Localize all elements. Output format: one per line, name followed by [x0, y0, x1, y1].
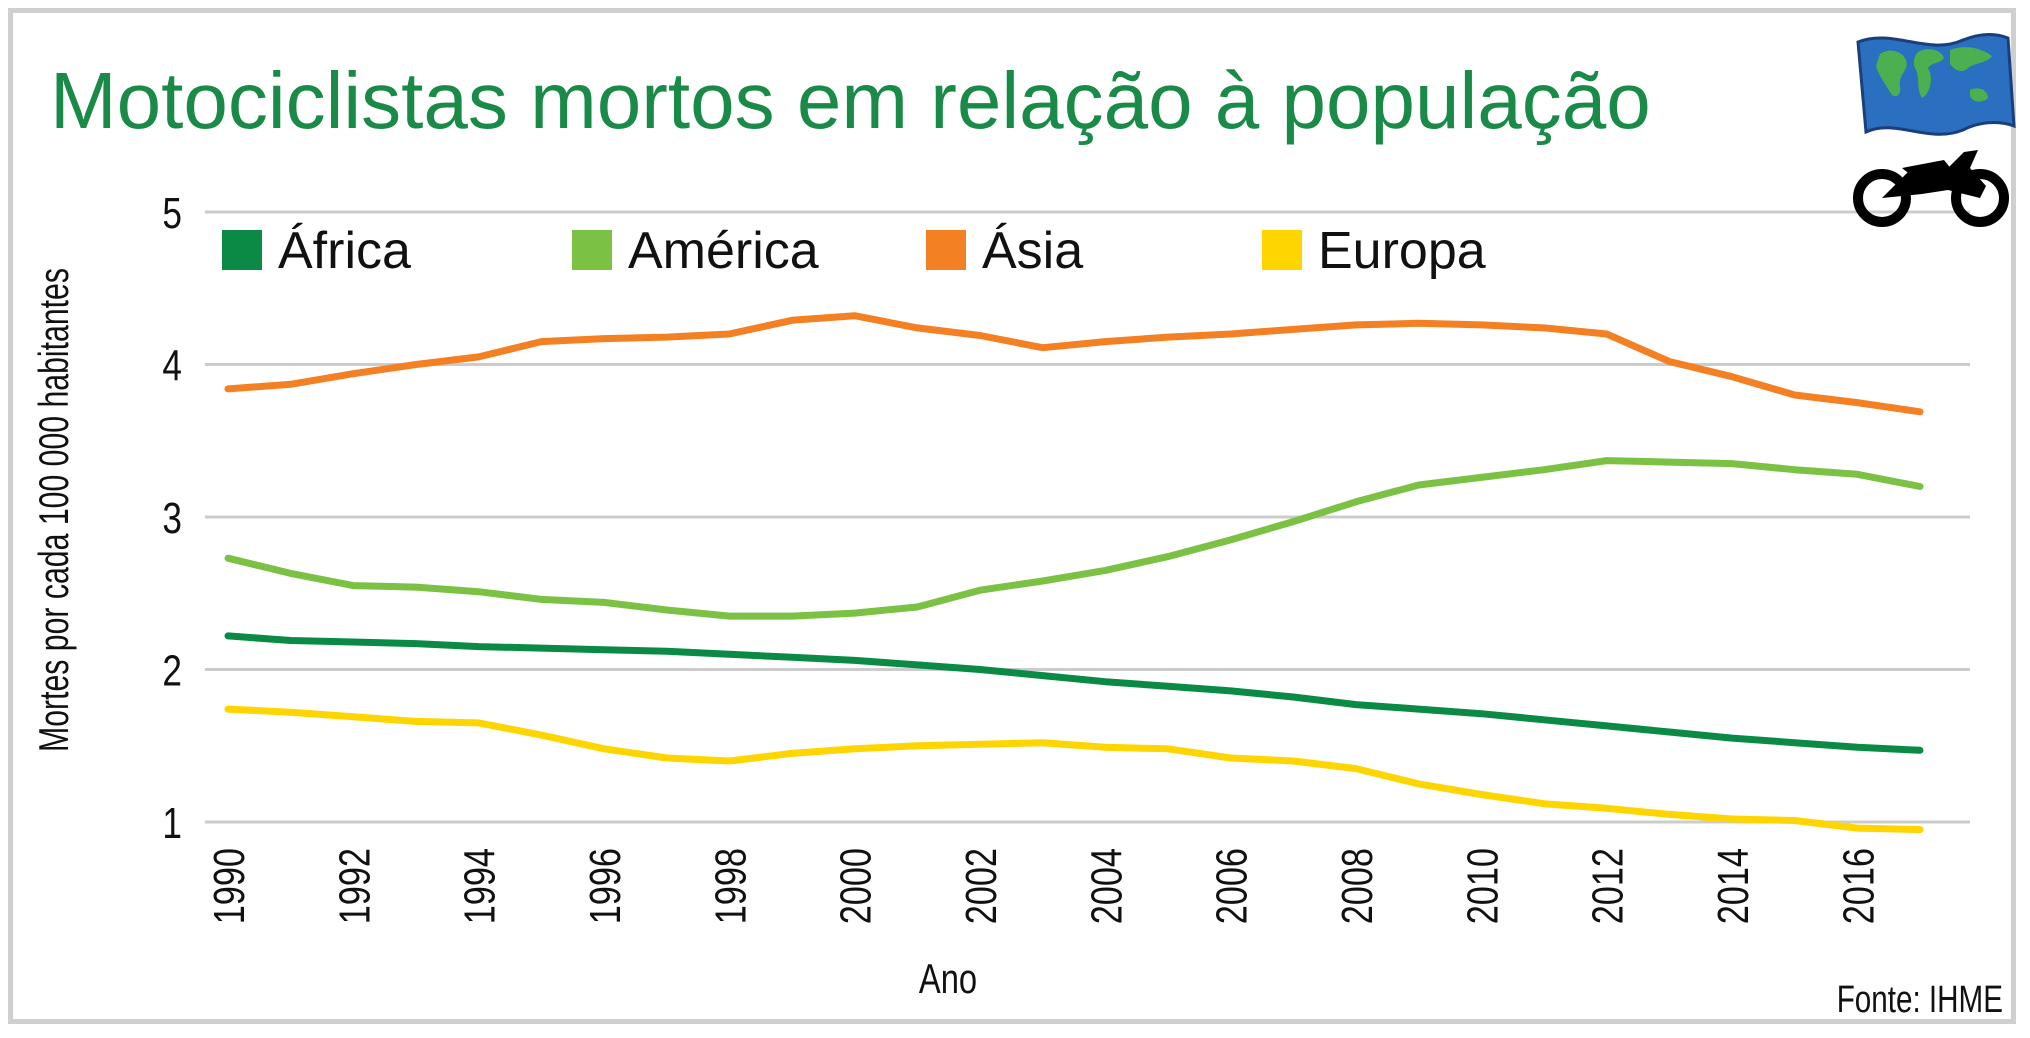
y-axis-label: Mortes por cada 100 000 habitantes: [30, 268, 77, 752]
legend-swatch: [222, 230, 262, 270]
motorcycle-icon: [1853, 150, 2009, 227]
legend-label: Europa: [1318, 222, 1486, 280]
y-tick-label: 2: [162, 647, 182, 696]
source-note: Fonte: IHME: [1837, 979, 2003, 1021]
x-tick-label: 2010: [1458, 848, 1507, 924]
x-tick-label: 2016: [1834, 848, 1883, 924]
legend-label: Ásia: [982, 222, 1083, 280]
legend-swatch: [572, 230, 612, 270]
world-map-flag-icon: [1856, 33, 2016, 136]
series-line-américa: [224, 457, 1924, 620]
series-line-europa: [224, 705, 1924, 834]
legend: África América Ásia Europa: [222, 222, 1486, 280]
legend-swatch: [926, 230, 966, 270]
x-tick-label: 1990: [205, 848, 254, 924]
legend-label: África: [278, 222, 411, 280]
x-tick-labels: 1990 1992 1994 1996 1998 2000 2002 2004 2006 2008…: [205, 848, 1883, 924]
x-tick-label: 2002: [957, 848, 1006, 924]
series-lines: [224, 312, 1924, 834]
series-line-ásia: [224, 312, 1924, 416]
x-tick-label: 2014: [1709, 848, 1758, 924]
x-tick-label: 1998: [706, 848, 755, 924]
x-axis-label: Ano: [919, 955, 977, 1002]
y-tick-label: 5: [162, 189, 182, 238]
y-tick-labels: 1 2 3 4 5: [162, 189, 182, 848]
x-tick-label: 1996: [581, 848, 630, 924]
x-tick-label: 2012: [1584, 848, 1633, 924]
chart-title: Motociclistas mortos em relação à popula…: [50, 56, 1651, 145]
y-tick-label: 3: [162, 494, 182, 543]
x-tick-label: 2008: [1333, 848, 1382, 924]
x-tick-label: 1994: [456, 848, 505, 924]
x-tick-label: 2006: [1208, 848, 1257, 924]
y-tick-label: 1: [162, 799, 182, 848]
legend-swatch: [1262, 230, 1302, 270]
x-tick-label: 2000: [832, 848, 881, 924]
x-tick-label: 2004: [1082, 848, 1131, 924]
gridlines: [205, 210, 1970, 824]
series-line-áfrica: [224, 632, 1924, 754]
legend-label: América: [628, 222, 819, 280]
x-tick-label: 1992: [330, 848, 379, 924]
y-tick-label: 4: [162, 342, 182, 391]
